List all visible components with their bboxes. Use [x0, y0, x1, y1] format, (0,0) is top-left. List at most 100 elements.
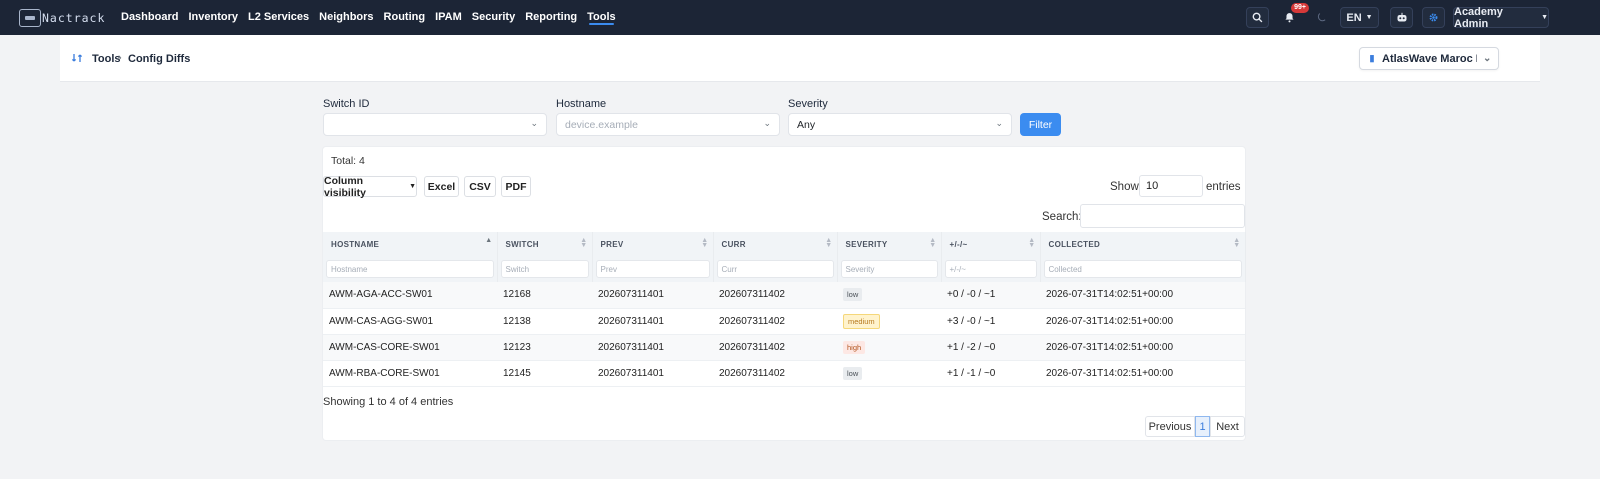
switch-cell: 12168 — [503, 289, 531, 301]
building-icon: ▮ — [1369, 53, 1375, 63]
user-name: Academy Admin — [1454, 5, 1503, 30]
diff-column-filter[interactable]: +/-/~ — [944, 260, 1037, 278]
site-name: AtlasWave Maroc Demo — [1382, 52, 1477, 65]
hostname-cell: AWM-CAS-AGG-SW01 — [329, 315, 434, 327]
search-button[interactable] — [1246, 7, 1269, 28]
main-nav: Dashboard Inventory L2 Services Neighbor… — [121, 0, 626, 35]
severity-column-filter[interactable]: Severity — [840, 260, 938, 278]
pdf-export-button[interactable]: PDF — [501, 176, 531, 197]
filter-button[interactable]: Filter — [1020, 113, 1061, 136]
prev-cell: 202607311401 — [598, 367, 664, 379]
previous-page-button[interactable]: Previous — [1145, 416, 1195, 437]
chevron-down-icon: ⌄ — [1483, 53, 1492, 64]
nav-ipam[interactable]: IPAM — [435, 11, 462, 23]
diff-cell: +1 / -1 / ~0 — [947, 367, 996, 379]
diff-cell: +0 / -0 / ~1 — [947, 289, 996, 301]
search-input[interactable] — [1080, 204, 1245, 228]
search-label: Search: — [1042, 211, 1082, 223]
sort-icon: ▲ ▼ — [1233, 237, 1241, 249]
column-visibility-button[interactable]: Column visibility ▼ — [323, 175, 417, 199]
switch-column-filter[interactable]: Switch — [500, 260, 589, 278]
severity-badge: low — [843, 288, 863, 302]
nav-neighbors[interactable]: Neighbors — [319, 11, 374, 23]
table-row[interactable]: AWM-RBA-CORE-SW01 12145 202607311401 202… — [323, 360, 1245, 386]
hostname-select[interactable]: device.example ⌄ — [556, 113, 780, 136]
caret-down-icon: ▼ — [409, 183, 416, 190]
switch-id-select[interactable]: ⌄ — [323, 113, 547, 136]
severity-cell: low — [837, 282, 941, 308]
collected-cell: 2026-07-31T14:02:51+00:00 — [1046, 367, 1174, 379]
column-header-hostname[interactable]: HOSTNAME ▲ — [323, 232, 498, 256]
moon-icon — [1317, 13, 1326, 22]
severity-label: Severity — [788, 98, 828, 110]
curr-cell: 202607311402 — [719, 367, 785, 379]
nav-l2-services[interactable]: L2 Services — [247, 11, 310, 23]
excel-export-button[interactable]: Excel — [424, 176, 459, 197]
entries-label: entries — [1206, 181, 1241, 193]
hostname-label: Hostname — [556, 98, 607, 110]
column-filter-row: Hostname Switch Prev Curr Severity +/-/~… — [323, 256, 1246, 282]
nav-tools[interactable]: Tools — [587, 0, 616, 35]
column-header-switch[interactable]: SWITCH ▲ ▼ — [497, 232, 593, 256]
search-icon — [1252, 12, 1263, 23]
show-label: Show — [1110, 181, 1139, 193]
table-row[interactable]: AWM-AGA-ACC-SW01 12168 202607311401 2026… — [323, 282, 1245, 308]
collected-column-filter[interactable]: Collected — [1043, 260, 1242, 278]
page-length-select[interactable]: 10 — [1139, 175, 1203, 197]
prev-column-filter[interactable]: Prev — [595, 260, 710, 278]
nav-inventory[interactable]: Inventory — [188, 11, 238, 23]
curr-column-filter[interactable]: Curr — [716, 260, 834, 278]
chevron-down-icon: ⌄ — [530, 118, 538, 128]
nav-security[interactable]: Security — [471, 11, 516, 23]
column-header-curr[interactable]: CURR ▲ ▼ — [713, 232, 838, 256]
severity-badge: low — [843, 366, 863, 380]
nav-routing[interactable]: Routing — [383, 11, 426, 23]
table-row[interactable]: AWM-CAS-AGG-SW01 12138 202607311401 2026… — [323, 308, 1245, 334]
column-header-collected[interactable]: COLLECTED ▲ ▼ — [1040, 232, 1246, 256]
prev-cell: 202607311401 — [598, 289, 664, 301]
column-header-severity[interactable]: SEVERITY ▲ ▼ — [837, 232, 942, 256]
site-select[interactable]: ▮ AtlasWave Maroc Demo ⌄ — [1359, 47, 1499, 70]
hostname-column-filter[interactable]: Hostname — [326, 260, 494, 278]
diff-cell: +1 / -2 / ~0 — [947, 341, 996, 353]
table-header-row: HOSTNAME ▲ SWITCH ▲ ▼ PREV ▲ ▼ CURR ▲ ▼ SEVERIT… — [323, 232, 1246, 256]
gear-icon — [1429, 13, 1438, 22]
column-header-prev[interactable]: PREV ▲ ▼ — [592, 232, 714, 256]
chevron-down-icon: ▼ — [1365, 14, 1373, 21]
severity-cell: low — [837, 360, 941, 386]
curr-cell: 202607311402 — [719, 289, 785, 301]
table-row[interactable]: AWM-CAS-CORE-SW01 12123 202607311401 202… — [323, 334, 1245, 360]
severity-cell: high — [837, 334, 941, 360]
nactrack-logo-icon — [19, 8, 41, 27]
config-diff-icon — [70, 51, 84, 65]
language-select[interactable]: EN ▼ — [1340, 7, 1379, 28]
sort-asc-icon: ▲ — [485, 237, 493, 244]
nav-reporting[interactable]: Reporting — [525, 11, 578, 23]
column-header-diff[interactable]: +/-/~ ▲ ▼ — [941, 232, 1041, 256]
page-length-value: 10 — [1146, 180, 1159, 192]
theme-toggle-button[interactable] — [1310, 7, 1333, 28]
assistant-button[interactable] — [1390, 7, 1413, 28]
breadcrumb-tools[interactable]: Tools — [92, 53, 121, 65]
chevron-down-icon: ⌄ — [995, 118, 1003, 128]
config-diffs-table: HOSTNAME ▲ SWITCH ▲ ▼ PREV ▲ ▼ CURR ▲ ▼ SEVERIT… — [323, 232, 1246, 387]
csv-export-button[interactable]: CSV — [464, 176, 496, 197]
switch-cell: 12123 — [503, 341, 531, 353]
collected-cell: 2026-07-31T14:02:51+00:00 — [1046, 341, 1174, 353]
sort-icon: ▲ ▼ — [580, 237, 588, 249]
next-page-button[interactable]: Next — [1210, 416, 1245, 437]
settings-button[interactable] — [1422, 7, 1445, 28]
severity-badge: medium — [843, 313, 880, 329]
brand[interactable]: Nactrack — [19, 8, 121, 27]
collected-cell: 2026-07-31T14:02:51+00:00 — [1046, 289, 1174, 301]
page-1-button[interactable]: 1 — [1195, 416, 1210, 437]
total-count: Total: 4 — [331, 155, 365, 167]
notification-count-badge: 99+ — [1291, 3, 1309, 13]
chevron-down-icon: ▼ — [1541, 14, 1548, 21]
user-menu[interactable]: Academy Admin ▼ — [1453, 5, 1549, 30]
severity-select[interactable]: Any ⌄ — [788, 113, 1012, 136]
nav-dashboard[interactable]: Dashboard — [121, 11, 179, 23]
nav-actions: 99+ EN ▼ Academy Admin ▼ — [0, 0, 1600, 35]
notifications-button[interactable]: 99+ — [1278, 3, 1309, 28]
table-info: Showing 1 to 4 of 4 entries — [323, 396, 454, 408]
